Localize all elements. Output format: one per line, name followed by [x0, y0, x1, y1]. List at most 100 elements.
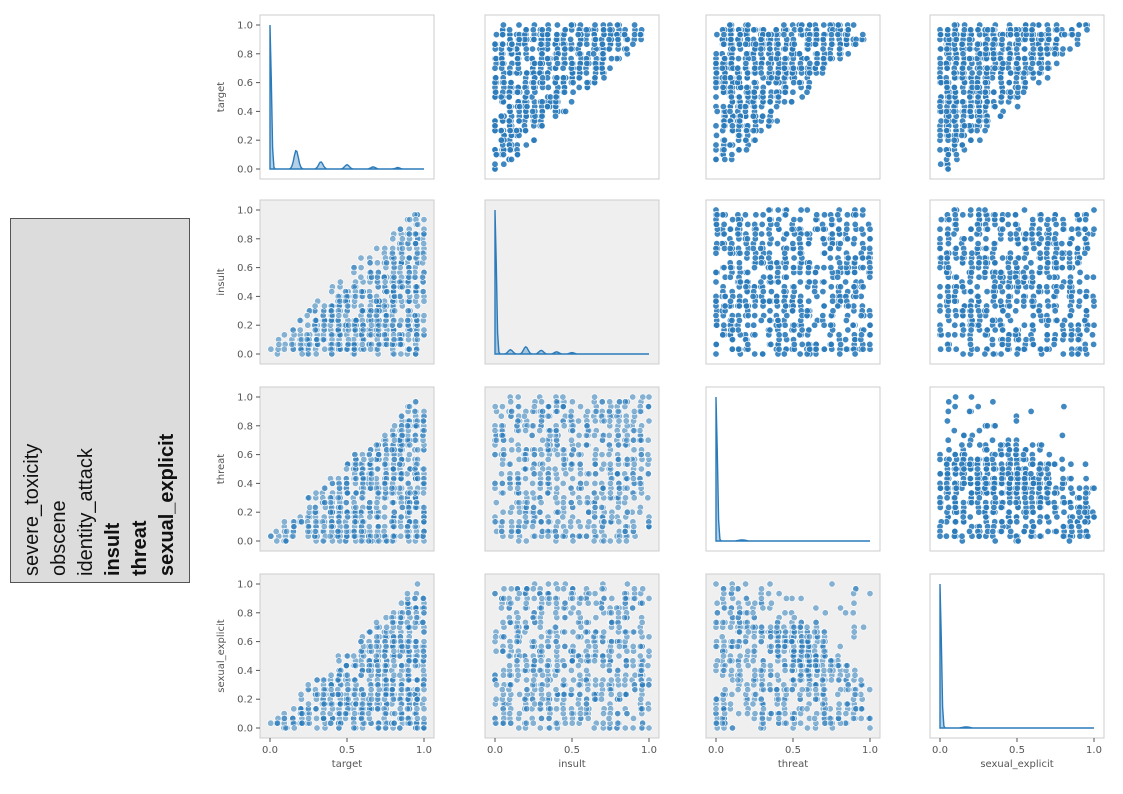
scatter-point	[803, 88, 811, 96]
scatter-point	[321, 345, 329, 353]
scatter-point	[305, 494, 313, 502]
scatter-point	[275, 340, 283, 348]
scatter-point	[1021, 45, 1029, 53]
scatter-point	[991, 259, 999, 267]
scatter-point	[405, 508, 413, 516]
scatter-point	[1068, 225, 1076, 233]
scatter-point	[757, 259, 765, 267]
scatter-point	[390, 436, 398, 444]
scatter-point	[1060, 331, 1068, 339]
scatter-point	[943, 127, 951, 135]
scatter-point	[411, 407, 419, 415]
scatter-point	[576, 499, 584, 507]
scatter-point	[766, 273, 774, 281]
scatter-point	[390, 283, 398, 291]
scatter-point	[497, 470, 505, 478]
scatter-point	[766, 98, 774, 106]
scatter-point	[859, 283, 867, 291]
scatter-point	[1007, 69, 1015, 77]
scatter-point	[966, 93, 974, 101]
scatter-point	[1005, 79, 1013, 87]
scatter-point	[973, 127, 981, 135]
scatter-point	[522, 26, 530, 34]
scatter-point	[750, 264, 758, 272]
scatter-point	[1037, 345, 1045, 353]
scatter-point	[950, 21, 958, 29]
y-tick-label: 0.8	[237, 421, 253, 432]
scatter-point	[1073, 211, 1081, 219]
y-axis-label-threat: threat	[216, 454, 227, 484]
scatter-point	[352, 489, 360, 497]
scatter-point	[952, 345, 960, 353]
scatter-point	[975, 69, 983, 77]
scatter-point	[943, 254, 951, 262]
scatter-point	[600, 26, 608, 34]
scatter-point	[327, 508, 335, 516]
scatter-point	[372, 297, 380, 305]
scatter-point	[720, 122, 728, 130]
scatter-point	[757, 45, 765, 53]
scatter-point	[1021, 26, 1029, 34]
scatter-point	[515, 35, 523, 43]
scatter-point	[404, 331, 412, 339]
scatter-point	[712, 69, 720, 77]
scatter-point	[396, 225, 404, 233]
scatter-point	[796, 297, 804, 305]
scatter-point	[350, 264, 358, 272]
scatter-point	[936, 283, 944, 291]
scatter-point	[406, 441, 414, 449]
scatter-point	[751, 302, 759, 310]
scatter-point	[398, 283, 406, 291]
scatter-point	[959, 98, 967, 106]
scatter-point	[373, 244, 381, 252]
scatter-point	[973, 283, 981, 291]
scatter-point	[937, 216, 945, 224]
scatter-point	[736, 278, 744, 286]
scatter-point	[514, 88, 522, 96]
scatter-point	[834, 302, 842, 310]
scatter-point	[492, 151, 500, 159]
scatter-point	[507, 155, 515, 163]
y-tick-label: 1.0	[237, 393, 253, 404]
scatter-point	[757, 316, 765, 324]
scatter-point	[712, 122, 720, 130]
scatter-point	[751, 136, 759, 144]
scatter-point	[530, 59, 538, 67]
scatter-point	[614, 470, 622, 478]
scatter-point	[321, 499, 329, 507]
scatter-point	[605, 45, 613, 53]
scatter-point	[752, 211, 760, 219]
scatter-point	[795, 79, 803, 87]
scatter-point	[765, 31, 773, 39]
scatter-point	[397, 513, 405, 521]
scatter-point	[335, 484, 343, 492]
scatter-point	[1044, 26, 1052, 34]
scatter-point	[1045, 35, 1053, 43]
scatter-point	[819, 235, 827, 243]
scatter-point	[343, 489, 351, 497]
scatter-point	[943, 64, 951, 72]
y-axis-label-target: target	[216, 82, 227, 112]
scatter-point	[712, 79, 720, 87]
scatter-point	[303, 312, 311, 320]
scatter-point	[1090, 340, 1098, 348]
scatter-point	[381, 503, 389, 511]
scatter-point	[959, 326, 967, 334]
scatter-point	[1027, 259, 1035, 267]
scatter-point	[283, 527, 291, 535]
scatter-point	[820, 302, 828, 310]
scatter-point	[999, 225, 1007, 233]
scatter-point	[967, 26, 975, 34]
scatter-point	[404, 288, 412, 296]
scatter-point	[780, 31, 788, 39]
scatter-point	[312, 489, 320, 497]
scatter-point	[820, 278, 828, 286]
scatter-point	[767, 288, 775, 296]
scatter-point	[561, 45, 569, 53]
scatter-point	[859, 264, 867, 272]
scatter-point	[544, 83, 552, 91]
scatter-point	[419, 532, 427, 540]
scatter-point	[491, 64, 499, 72]
scatter-point	[418, 273, 426, 281]
scatter-point	[567, 499, 575, 507]
